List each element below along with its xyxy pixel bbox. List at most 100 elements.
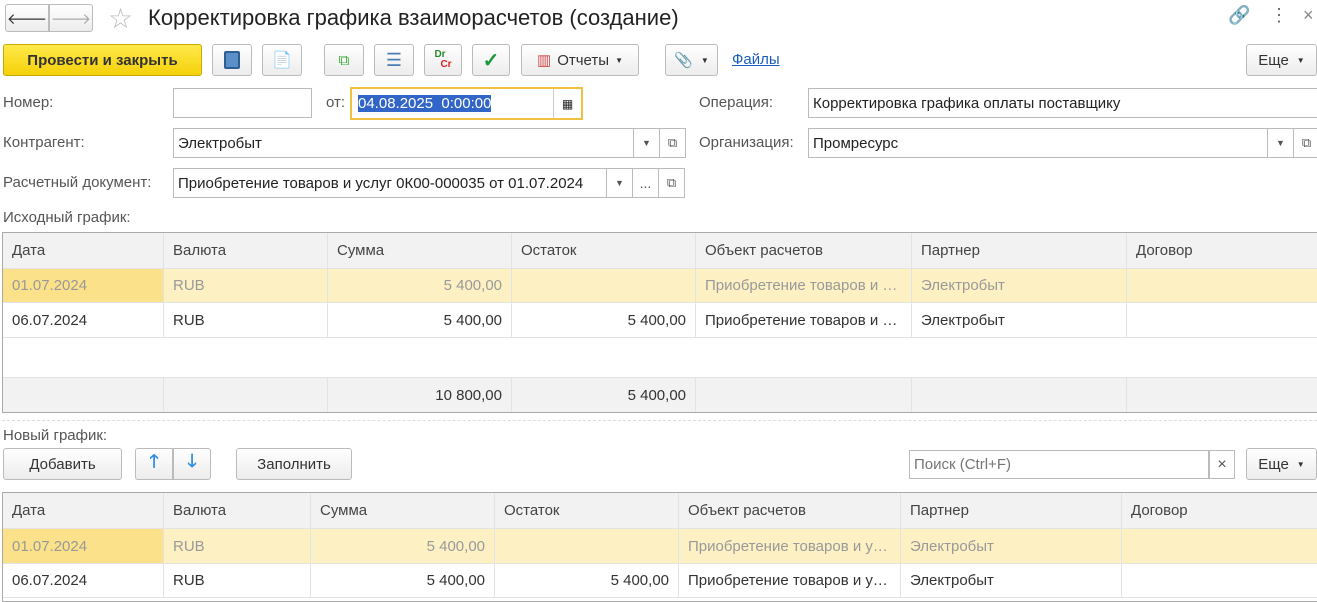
cell-currency[interactable]: RUB xyxy=(164,564,311,598)
operation-label: Операция: xyxy=(699,94,773,111)
cell-contract[interactable] xyxy=(1122,529,1317,564)
reports-button[interactable]: ▥Отчеты▼ xyxy=(521,44,639,76)
settlement-doc-dropdown[interactable]: ▼ xyxy=(607,168,633,198)
cell-date[interactable]: 06.07.2024 xyxy=(3,303,164,338)
cell-amount[interactable]: 5 400,00 xyxy=(311,529,495,564)
new-schedule-table[interactable]: Дата Валюта Сумма Остаток Объект расчето… xyxy=(2,492,1317,602)
table-row[interactable]: 01.07.2024 RUB 5 400,00 Приобретение тов… xyxy=(3,529,1317,564)
fill-button[interactable]: Заполнить xyxy=(236,448,352,480)
cell-contract[interactable] xyxy=(1127,269,1317,303)
cell-amount[interactable]: 5 400,00 xyxy=(328,269,512,303)
number-field[interactable] xyxy=(173,88,312,118)
list-button[interactable]: ☰ xyxy=(374,44,414,76)
cell-settlement-object[interactable]: Приобретение товаров и услуг xyxy=(696,303,912,338)
add-button[interactable]: Добавить xyxy=(3,448,122,480)
column-header[interactable]: Договор xyxy=(1127,233,1317,269)
column-header[interactable]: Объект расчетов xyxy=(679,493,901,529)
total-cell xyxy=(164,378,328,413)
attach-button[interactable]: 📎▼ xyxy=(665,44,718,76)
organization-dropdown[interactable]: ▼ xyxy=(1268,128,1294,158)
original-schedule-table[interactable]: Дата Валюта Сумма Остаток Объект расчето… xyxy=(2,232,1317,413)
column-header[interactable]: Партнер xyxy=(912,233,1127,269)
new-schedule-label: Новый график: xyxy=(3,427,107,444)
save-button[interactable] xyxy=(212,44,252,76)
search-input[interactable] xyxy=(909,450,1209,479)
calendar-icon[interactable]: ▦ xyxy=(553,89,581,118)
cell-currency[interactable]: RUB xyxy=(164,269,328,303)
column-header[interactable]: Остаток xyxy=(495,493,679,529)
search-clear-button[interactable]: × xyxy=(1209,450,1235,479)
arrow-up-icon: 🡑 xyxy=(149,449,158,479)
cell-settlement-object[interactable]: Приобретение товаров и услуг xyxy=(679,564,901,598)
close-icon[interactable]: × xyxy=(1303,5,1314,26)
organization-field[interactable]: Промресурс xyxy=(808,128,1268,158)
check-button[interactable]: ✓ xyxy=(472,44,510,76)
cell-balance[interactable] xyxy=(512,269,696,303)
cell-balance[interactable]: 5 400,00 xyxy=(512,303,696,338)
reports-label: Отчеты xyxy=(557,52,609,69)
cell-date[interactable]: 01.07.2024 xyxy=(3,529,164,564)
favorite-star-icon[interactable]: ☆ xyxy=(108,2,133,35)
arrow-down-icon: 🡓 xyxy=(187,449,196,479)
open-icon: ⧉ xyxy=(1302,135,1311,151)
cell-settlement-object[interactable]: Приобретение товаров и услуг xyxy=(679,529,901,564)
column-header[interactable]: Дата xyxy=(3,493,164,529)
forward-button[interactable]: 🡒 xyxy=(49,4,93,32)
column-header[interactable]: Договор xyxy=(1122,493,1317,529)
files-link[interactable]: Файлы xyxy=(732,51,780,68)
date-field[interactable]: 04.08.2025 0:00:00▦ xyxy=(350,87,583,120)
settlement-doc-open[interactable]: ⧉ xyxy=(659,168,685,198)
cell-contract[interactable] xyxy=(1122,564,1317,598)
move-up-button[interactable]: 🡑 xyxy=(135,448,173,480)
back-button[interactable]: 🡐 xyxy=(5,4,49,32)
settlement-doc-field[interactable]: Приобретение товаров и услуг 0К00-000035… xyxy=(173,168,607,198)
cell-partner[interactable]: Электробыт xyxy=(901,529,1122,564)
table-row[interactable]: 01.07.2024 RUB 5 400,00 Приобретение тов… xyxy=(3,269,1317,303)
chevron-down-icon: ▼ xyxy=(615,178,624,188)
post-button[interactable]: 📄 xyxy=(262,44,302,76)
chevron-down-icon: ▼ xyxy=(701,56,709,65)
operation-field[interactable]: Корректировка графика оплаты поставщику xyxy=(808,88,1317,118)
column-header[interactable]: Сумма xyxy=(328,233,512,269)
list-icon: ☰ xyxy=(386,50,402,71)
move-down-button[interactable]: 🡓 xyxy=(173,448,211,480)
cell-amount[interactable]: 5 400,00 xyxy=(328,303,512,338)
column-header[interactable]: Сумма xyxy=(311,493,495,529)
column-header[interactable]: Дата xyxy=(3,233,164,269)
open-icon: ⧉ xyxy=(668,135,677,151)
settlement-doc-select[interactable]: ... xyxy=(633,168,659,198)
cell-balance[interactable]: 5 400,00 xyxy=(495,564,679,598)
cell-contract[interactable] xyxy=(1127,303,1317,338)
more-button[interactable]: Еще▼ xyxy=(1246,44,1317,76)
counterparty-open[interactable]: ⧉ xyxy=(660,128,686,158)
create-based-on-button[interactable]: ⧉ xyxy=(324,44,364,76)
table-row[interactable]: 06.07.2024 RUB 5 400,00 5 400,00 Приобре… xyxy=(3,303,1317,338)
counterparty-field[interactable]: Электробыт xyxy=(173,128,634,158)
total-cell xyxy=(912,378,1127,413)
cell-currency[interactable]: RUB xyxy=(164,529,311,564)
cell-settlement-object[interactable]: Приобретение товаров и услуг xyxy=(696,269,912,303)
cell-balance[interactable] xyxy=(495,529,679,564)
cell-amount[interactable]: 5 400,00 xyxy=(311,564,495,598)
more-vert-icon[interactable]: ⋮ xyxy=(1270,5,1288,26)
column-header[interactable]: Партнер xyxy=(901,493,1122,529)
column-header[interactable]: Валюта xyxy=(164,233,328,269)
cell-partner[interactable]: Электробыт xyxy=(901,564,1122,598)
organization-open[interactable]: ⧉ xyxy=(1294,128,1317,158)
date-label: от: xyxy=(326,94,345,111)
counterparty-dropdown[interactable]: ▼ xyxy=(634,128,660,158)
new-schedule-more-button[interactable]: Еще▼ xyxy=(1246,448,1317,480)
column-header[interactable]: Объект расчетов xyxy=(696,233,912,269)
cell-date[interactable]: 06.07.2024 xyxy=(3,564,164,598)
column-header[interactable]: Валюта xyxy=(164,493,311,529)
table-row[interactable]: 06.07.2024 RUB 5 400,00 5 400,00 Приобре… xyxy=(3,564,1317,598)
link-icon[interactable]: 🔗 xyxy=(1228,5,1250,26)
cell-partner[interactable]: Электробыт xyxy=(912,303,1127,338)
cell-currency[interactable]: RUB xyxy=(164,303,328,338)
cell-partner[interactable]: Электробыт xyxy=(912,269,1127,303)
column-header[interactable]: Остаток xyxy=(512,233,696,269)
post-and-close-button[interactable]: Провести и закрыть xyxy=(3,44,202,76)
total-balance: 5 400,00 xyxy=(512,378,696,413)
cell-date[interactable]: 01.07.2024 xyxy=(3,269,164,303)
